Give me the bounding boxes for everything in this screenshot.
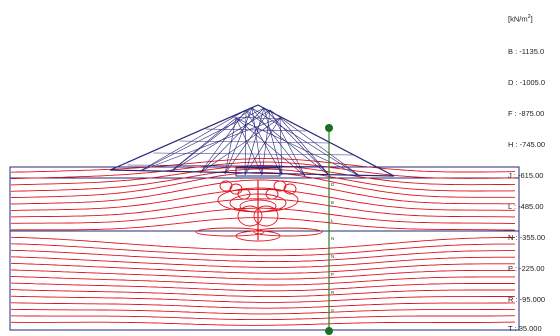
stress-contours (10, 158, 516, 326)
contour-line (10, 243, 515, 257)
mesh-row (127, 164, 379, 168)
section-marker-bottom (325, 327, 333, 335)
mesh-line (139, 109, 247, 172)
contour-line (10, 262, 515, 274)
mesh-line (244, 117, 281, 176)
contour-bubble (273, 180, 287, 192)
contour-line (10, 269, 515, 280)
contour-line (10, 289, 515, 298)
mesh-line (139, 117, 281, 172)
embankment-outline (109, 104, 395, 177)
contour-bubble (265, 188, 279, 200)
contour-loop (237, 205, 263, 227)
contour-line (11, 217, 516, 231)
section-tick-label: P (331, 272, 334, 277)
contour-line (10, 198, 515, 218)
contour-line (10, 172, 515, 199)
mesh-line (235, 117, 361, 177)
mesh-line (235, 117, 263, 176)
contour-line (10, 308, 516, 315)
embankment-mesh (109, 104, 395, 177)
domain-outline (9, 166, 520, 331)
section-tick-label: R (331, 290, 335, 295)
mesh-line (261, 109, 271, 176)
mesh-line (244, 109, 247, 176)
contour-bubble (237, 188, 251, 200)
mesh-line (245, 109, 331, 177)
footing (235, 167, 281, 177)
contour-loop (195, 227, 265, 237)
contour-line (10, 158, 516, 173)
section-marker-top (325, 124, 333, 132)
contour-line (10, 236, 515, 251)
contour-line (10, 282, 515, 292)
section-tick-label: D (331, 182, 335, 187)
mesh-row (231, 116, 283, 120)
mesh-line (224, 107, 253, 175)
contour-line (10, 179, 515, 205)
mesh-line (224, 117, 237, 175)
soil-domain (9, 166, 520, 331)
contour-line (11, 302, 515, 309)
contour-bubble (219, 180, 233, 192)
contour-line (11, 188, 515, 211)
contour-line (10, 256, 515, 268)
contour-line (10, 161, 515, 180)
contour-line (11, 321, 515, 326)
mesh-line (251, 107, 361, 177)
contour-line (10, 295, 516, 303)
section-tick-label: N (331, 236, 334, 241)
contour-bubble (283, 183, 297, 195)
mesh-row (205, 128, 307, 132)
contour-line (11, 207, 516, 224)
mesh-row (153, 152, 355, 156)
mesh-line (169, 117, 237, 173)
mesh-line (279, 117, 283, 176)
mesh-line (251, 107, 263, 176)
mesh-line (139, 107, 265, 172)
contour-loop (253, 205, 279, 227)
mesh-line (263, 107, 283, 176)
cross-section-line[interactable]: D B L N N P R S (325, 124, 335, 335)
contour-line (10, 315, 516, 321)
contour-line (10, 276, 515, 286)
mesh-line (199, 117, 281, 174)
mesh-row (179, 140, 331, 144)
contour-loop (253, 227, 323, 237)
section-tick-label: N (331, 254, 334, 259)
mesh-line (244, 107, 265, 176)
contour-line (10, 249, 515, 263)
section-tick-label: L (331, 218, 334, 223)
mesh-line (169, 107, 253, 173)
mesh-line (199, 107, 265, 174)
section-tick-label: B (331, 200, 334, 205)
section-tick-label: S (331, 308, 334, 313)
